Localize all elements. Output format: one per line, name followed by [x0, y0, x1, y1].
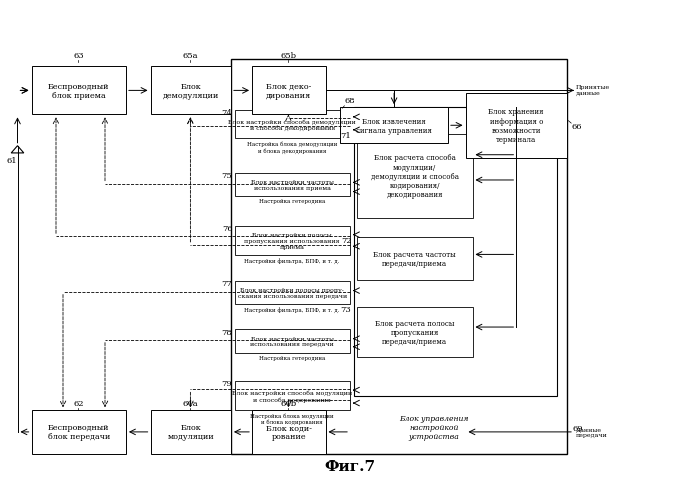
FancyBboxPatch shape	[357, 134, 472, 218]
Text: Настройка блока демодуляции
и блока декодирования: Настройка блока демодуляции и блока деко…	[247, 141, 337, 153]
FancyBboxPatch shape	[466, 94, 567, 158]
FancyBboxPatch shape	[32, 67, 126, 115]
FancyBboxPatch shape	[252, 67, 326, 115]
Text: Настройка гетеродина: Настройка гетеродина	[259, 199, 326, 204]
Text: Блок извлечения
сигнала управления: Блок извлечения сигнала управления	[356, 118, 432, 134]
Text: 66: 66	[572, 122, 582, 130]
Text: Блок
демодуляции: Блок демодуляции	[162, 83, 219, 100]
Text: Блок хранения
информация о
возможности
терминала: Блок хранения информация о возможности т…	[489, 108, 544, 144]
Text: 73: 73	[341, 306, 351, 314]
FancyBboxPatch shape	[234, 227, 350, 255]
Text: 68: 68	[344, 97, 355, 105]
Text: Беспроводный
блок приема: Беспроводный блок приема	[48, 83, 109, 100]
Text: 75: 75	[222, 172, 232, 180]
FancyBboxPatch shape	[150, 410, 231, 454]
Text: Блок расчета частоты
передачи/приема: Блок расчета частоты передачи/приема	[373, 251, 456, 268]
FancyBboxPatch shape	[234, 382, 350, 410]
Text: 64a: 64a	[183, 399, 198, 407]
Text: Блок настройки полосы пропу-
скания использования передачи: Блок настройки полосы пропу- скания испо…	[237, 288, 347, 299]
FancyBboxPatch shape	[234, 174, 350, 197]
Text: Блок расчета способа
модуляции/
демодуляции и способа
кодирования/
декодирования: Блок расчета способа модуляции/ демодуля…	[371, 154, 458, 199]
FancyBboxPatch shape	[357, 307, 472, 358]
Text: Настройка блока модуляции
и блока кодирования: Настройка блока модуляции и блока кодиро…	[251, 412, 334, 424]
Text: 76: 76	[222, 225, 232, 233]
Text: Настройки фильтра, БПФ, и т. д.: Настройки фильтра, БПФ, и т. д.	[244, 257, 340, 263]
Text: Принятые
данные: Принятые данные	[576, 85, 610, 96]
FancyBboxPatch shape	[32, 410, 126, 454]
Text: Блок коди-
рование: Блок коди- рование	[266, 423, 312, 441]
FancyBboxPatch shape	[354, 108, 556, 396]
Text: Блок настройки частоты
использования передачи: Блок настройки частоты использования пер…	[251, 336, 334, 347]
Text: 61: 61	[6, 157, 17, 165]
FancyBboxPatch shape	[231, 60, 567, 454]
Text: Блок расчета полосы
пропускания
передачи/приема: Блок расчета полосы пропускания передачи…	[375, 319, 454, 346]
Text: 72: 72	[341, 236, 351, 244]
Text: 78: 78	[222, 328, 232, 336]
Text: 69: 69	[573, 424, 583, 432]
Text: 79: 79	[222, 380, 232, 388]
Text: Фиг.7: Фиг.7	[324, 459, 376, 473]
Text: Настройки фильтра, БПФ, и т. д.: Настройки фильтра, БПФ, и т. д.	[244, 307, 340, 312]
Text: 62: 62	[74, 399, 84, 407]
Text: Блок дeко-
дирования: Блок дeко- дирования	[266, 83, 312, 100]
FancyBboxPatch shape	[234, 282, 350, 305]
Text: Блок настройки частоты
использования приема: Блок настройки частоты использования при…	[251, 180, 334, 191]
FancyBboxPatch shape	[340, 108, 448, 144]
Text: 65b: 65b	[281, 52, 296, 60]
Text: Настройка гетеродина: Настройка гетеродина	[259, 355, 326, 360]
FancyBboxPatch shape	[234, 110, 350, 139]
Text: Блок настройки способа модуляции
и способа кодирования: Блок настройки способа модуляции и спосо…	[232, 390, 352, 402]
Text: 65a: 65a	[183, 52, 198, 60]
FancyBboxPatch shape	[357, 238, 472, 281]
Text: 74: 74	[221, 108, 232, 117]
FancyBboxPatch shape	[234, 330, 350, 353]
Text: Блок настройки полосы
пропускания использования
приема: Блок настройки полосы пропускания исполь…	[244, 233, 340, 249]
Text: Блок управления
настройкой
устройства: Блок управления настройкой устройства	[399, 414, 469, 440]
Text: 63: 63	[73, 52, 84, 60]
FancyBboxPatch shape	[150, 67, 231, 115]
Text: 77: 77	[222, 280, 232, 288]
Text: 64b: 64b	[280, 399, 297, 407]
Text: Блок
модуляции: Блок модуляции	[167, 423, 214, 441]
FancyBboxPatch shape	[252, 410, 326, 454]
Text: Блок настройки способа демодуляции
и способа декодирования: Блок настройки способа демодуляции и спо…	[228, 119, 356, 131]
Text: 71: 71	[341, 132, 351, 140]
Text: Беспроводный
блок передачи: Беспроводный блок передачи	[48, 423, 110, 441]
Text: Данные
передачи: Данные передачи	[576, 427, 608, 437]
